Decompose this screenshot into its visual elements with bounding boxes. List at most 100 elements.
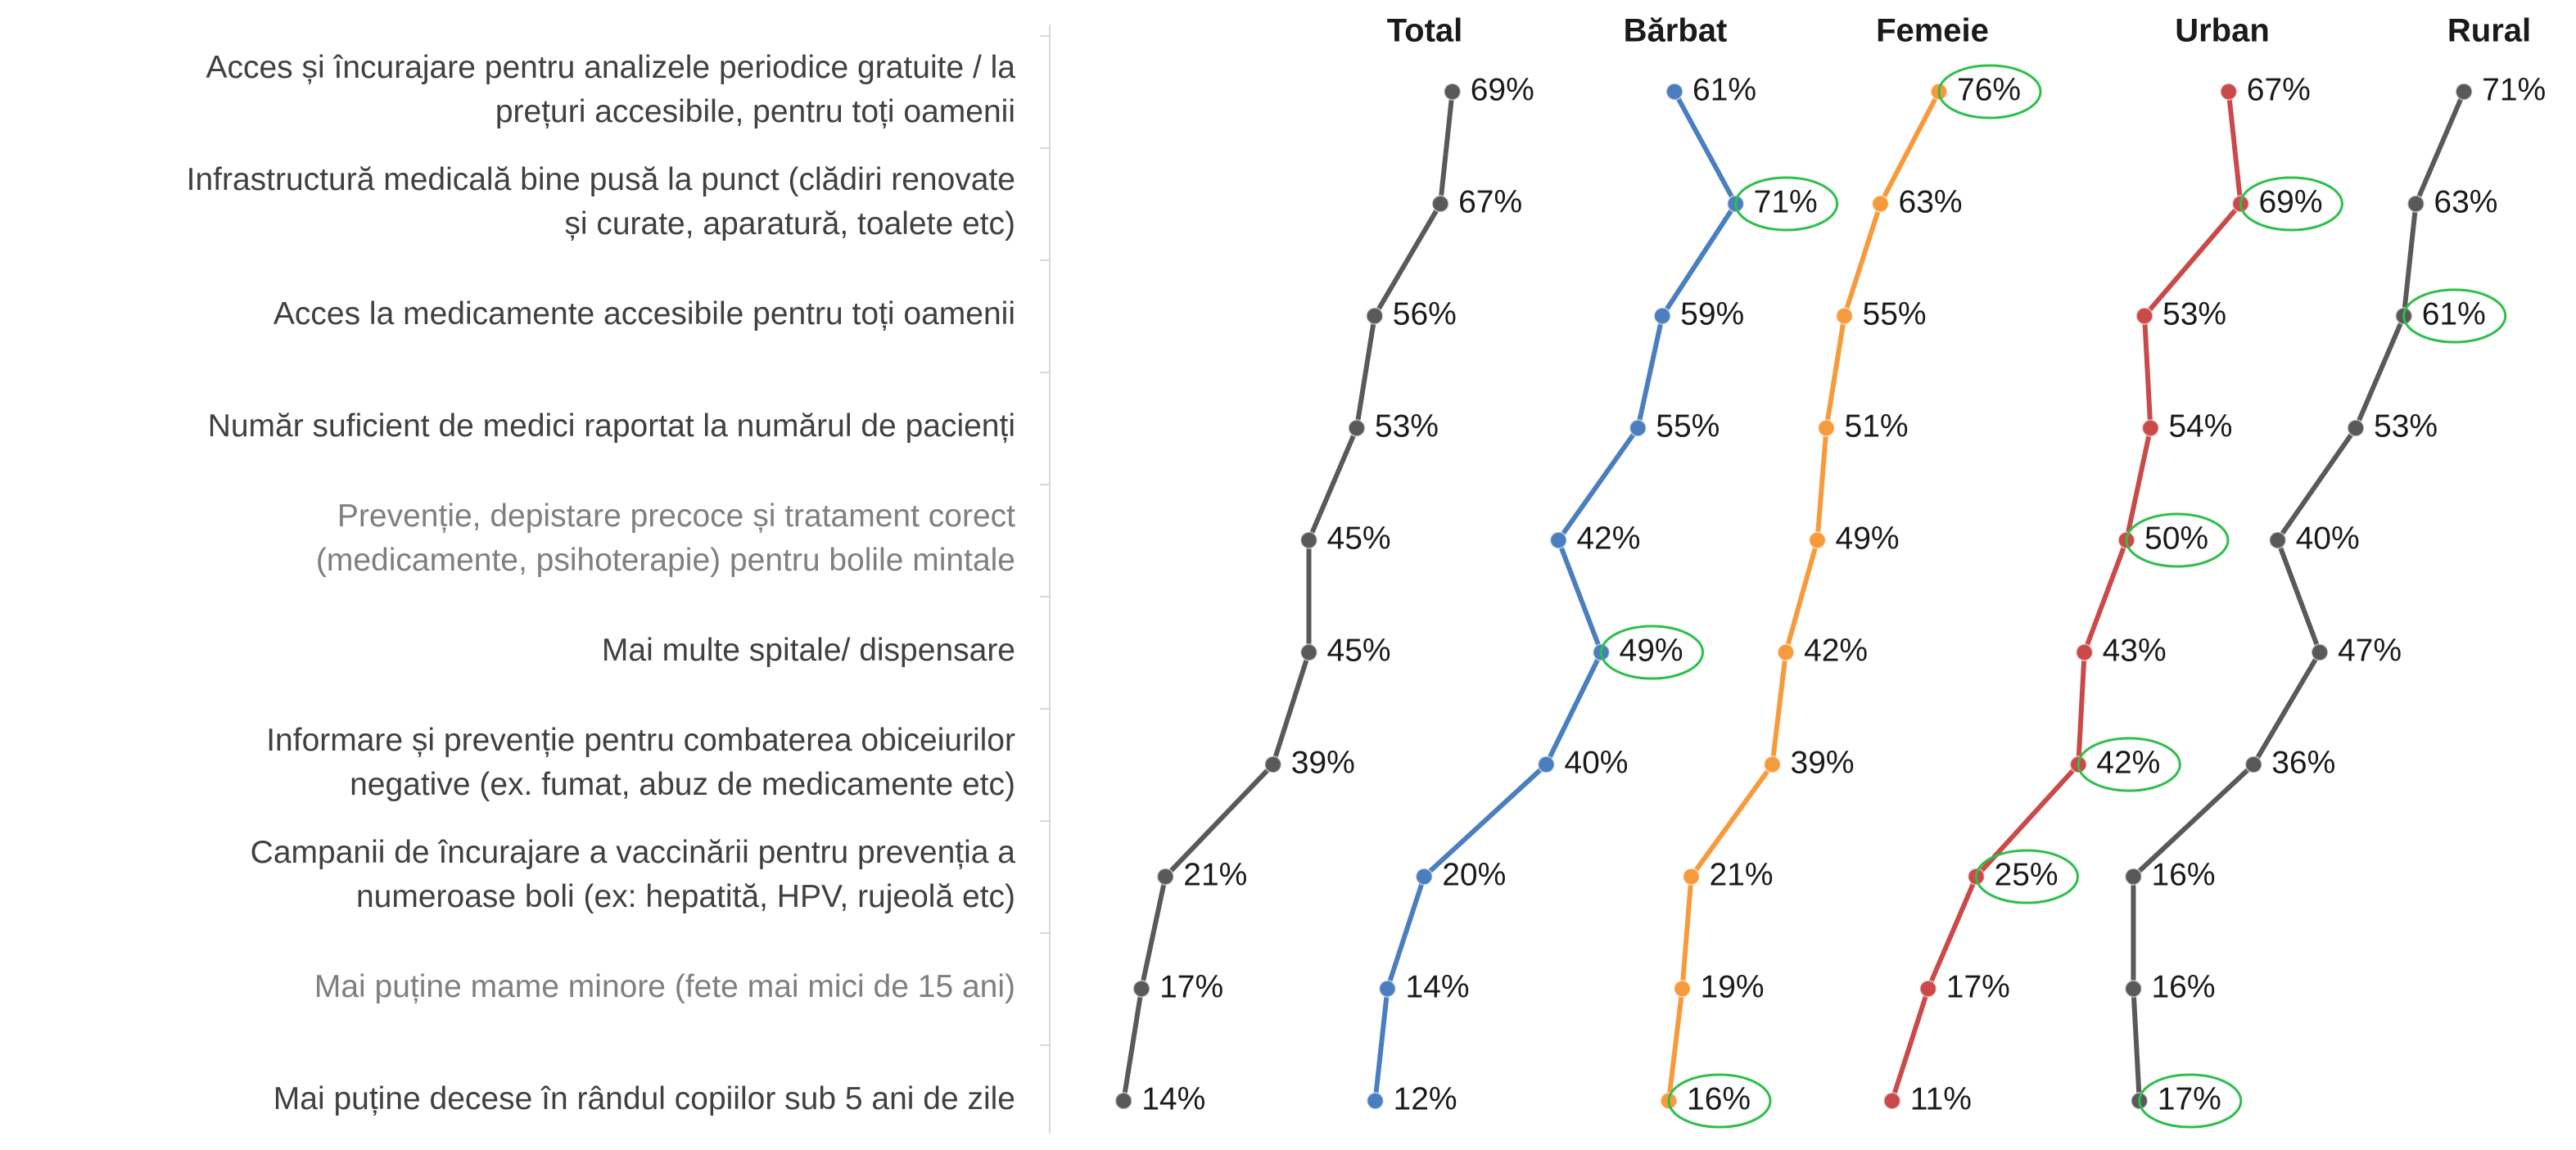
category-line: Număr suficient de medici raportat la nu… — [208, 408, 1015, 444]
point — [2347, 419, 2366, 437]
value-label: 61% — [2422, 296, 2486, 331]
value-label: 51% — [1845, 408, 1909, 444]
series-line — [2131, 90, 2466, 1102]
category-line: Informare și prevenție pentru combaterea… — [266, 723, 1015, 758]
point — [2244, 755, 2263, 773]
highlight-ring — [2077, 737, 2181, 792]
point — [1114, 1092, 1133, 1110]
value-label: 69% — [2258, 184, 2322, 219]
value-label: 67% — [1458, 184, 1522, 219]
value-label: 43% — [2103, 633, 2167, 668]
point — [1415, 868, 1434, 886]
point — [1263, 755, 1282, 773]
point — [1817, 419, 1836, 437]
panel-title: Rural — [2447, 13, 2531, 49]
point — [2455, 83, 2474, 101]
value-label: 16% — [1687, 1081, 1751, 1116]
value-label: 21% — [1183, 857, 1247, 892]
category-line: Acces la medicamente accesibile pentru t… — [273, 296, 1015, 331]
category-label: Mai multe spitale/ dispensare — [602, 633, 1015, 668]
value-label: 53% — [2162, 296, 2226, 331]
series-line — [1666, 90, 1941, 1102]
point — [2124, 868, 2143, 886]
series-line — [1889, 91, 2244, 1102]
value-label: 14% — [1141, 1081, 1205, 1116]
value-label: 14% — [1405, 969, 1469, 1004]
point — [1431, 195, 1450, 213]
point — [2407, 195, 2425, 213]
category-line: și curate, aparatură, toalete etc) — [564, 206, 1015, 241]
value-label: 50% — [2144, 521, 2208, 556]
point — [1132, 980, 1151, 998]
category-label: Acces și încurajare pentru analizele per… — [206, 50, 1015, 129]
category-label: Informare și prevenție pentru combaterea… — [266, 723, 1015, 802]
category-line: (medicamente, psihoterapie) pentru bolil… — [316, 543, 1015, 578]
point — [1537, 755, 1556, 773]
point — [1365, 307, 1384, 325]
value-label: 76% — [1957, 72, 2021, 107]
value-label: 36% — [2271, 745, 2335, 780]
highlight-ring — [2239, 176, 2343, 232]
highlight-ring — [1600, 625, 1705, 680]
category-label: Prevenție, depistare precoce și tratamen… — [316, 498, 1015, 578]
value-label: 67% — [2247, 72, 2311, 107]
category-label: Mai puține mame minore (fete mai mici de… — [314, 969, 1015, 1004]
value-label: 56% — [1393, 296, 1457, 331]
category-line: Prevenție, depistare precoce și tratamen… — [337, 498, 1015, 534]
point — [1808, 531, 1827, 549]
value-label: 49% — [1620, 633, 1683, 668]
value-label: 53% — [2374, 408, 2438, 444]
category-line: prețuri accesibile, pentru toți oamenii — [495, 94, 1015, 129]
value-label: 42% — [2096, 745, 2160, 780]
point — [1347, 419, 1366, 437]
category-line: Acces și încurajare pentru analizele per… — [206, 50, 1015, 85]
value-label: 17% — [1159, 969, 1223, 1004]
panel-title: Femeie — [1876, 13, 1989, 49]
category-label: Acces la medicamente accesibile pentru t… — [273, 296, 1015, 331]
point — [1629, 419, 1647, 437]
point — [1882, 1092, 1901, 1110]
highlight-ring — [2402, 288, 2507, 344]
value-label: 63% — [1899, 184, 1963, 219]
highlight-ring — [1667, 1073, 1772, 1129]
value-label: 19% — [1701, 969, 1765, 1004]
point — [2268, 531, 2287, 549]
highlight-ring — [1734, 176, 1839, 232]
value-label: 71% — [1754, 184, 1818, 219]
point — [1682, 868, 1701, 886]
value-label: 61% — [1692, 72, 1756, 107]
highlight-ring — [1975, 849, 2079, 904]
value-label: 47% — [2338, 633, 2402, 668]
highlight-ring — [2138, 1073, 2243, 1129]
category-line: Mai multe spitale/ dispensare — [602, 633, 1015, 668]
point — [1918, 980, 1937, 998]
panel-title: Total — [1387, 13, 1463, 49]
point — [2075, 643, 2094, 661]
value-label: 17% — [2158, 1081, 2221, 1116]
point — [1299, 531, 1318, 549]
panel-title: Bărbat — [1624, 13, 1728, 49]
point — [1835, 307, 1854, 325]
point — [1156, 868, 1175, 886]
value-label: 11% — [1910, 1081, 1972, 1116]
category-line: Campanii de încurajare a vaccinării pent… — [251, 835, 1016, 870]
series-line — [1121, 91, 1455, 1102]
series-line — [1372, 90, 1738, 1102]
value-label: 54% — [2168, 408, 2232, 444]
value-label: 55% — [1863, 296, 1927, 331]
point — [2310, 643, 2329, 661]
value-label: 42% — [1576, 521, 1640, 556]
value-label: 16% — [2151, 969, 2215, 1004]
value-label: 17% — [1946, 969, 2010, 1004]
point — [1653, 307, 1672, 325]
point — [1366, 1092, 1385, 1110]
point — [2124, 980, 2143, 998]
highlight-ring — [2125, 512, 2230, 568]
value-label: 40% — [2296, 521, 2360, 556]
value-label: 25% — [1995, 857, 2059, 892]
point — [1378, 980, 1397, 998]
category-line: negative (ex. fumat, abuz de medicamente… — [350, 767, 1015, 802]
value-label: 42% — [1804, 633, 1868, 668]
